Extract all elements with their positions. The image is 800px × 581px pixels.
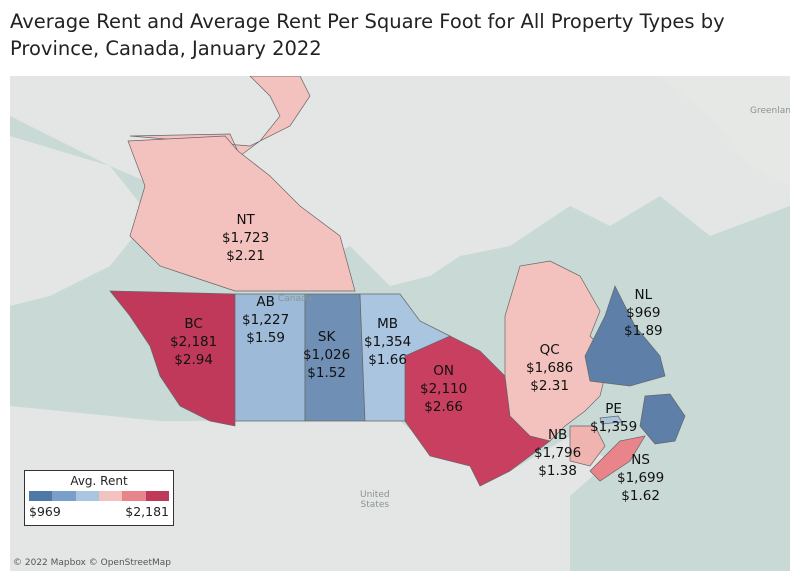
canada-label: Canada [278, 294, 313, 304]
color-legend: Avg. Rent $969 $2,181 [24, 470, 174, 526]
province-rent-psf: $1.89 [624, 323, 663, 339]
province-rent-psf: $2.31 [530, 378, 569, 394]
province-rent: $969 [626, 305, 661, 321]
map-area[interactable]: Canada Greenlan United States NT $1,723 … [10, 76, 790, 571]
province-code: NT [236, 212, 255, 228]
province-code: PE [605, 401, 622, 417]
legend-min-label: $969 [29, 504, 61, 519]
province-rent-psf: $1.62 [621, 488, 660, 504]
province-rent-psf: $2.21 [226, 248, 265, 264]
land-north-america [10, 76, 790, 286]
province-rent: $1,026 [303, 347, 351, 363]
united-states-label: United States [360, 490, 390, 510]
province-label-nt: NT $1,723 $2.21 [222, 211, 269, 265]
land-west [10, 136, 150, 306]
legend-swatch [75, 491, 99, 501]
map-attribution[interactable]: © 2022 Mapbox © OpenStreetMap [13, 558, 171, 568]
legend-swatch [98, 491, 123, 501]
province-nt [127, 135, 356, 292]
chart-title: Average Rent and Average Rent Per Square… [10, 10, 725, 60]
province-rent: $1,699 [617, 470, 665, 486]
legend-swatch [145, 491, 169, 501]
province-nl [584, 285, 686, 445]
province-rent-psf: $1.59 [246, 330, 285, 346]
province-label-bc: BC $2,181 $2.94 [170, 315, 217, 369]
legend-max-label: $2,181 [125, 504, 169, 519]
legend-swatch [122, 491, 146, 501]
province-rent-psf: $2.94 [174, 352, 213, 368]
province-label-ab: AB $1,227 $1.59 [242, 293, 289, 347]
province-code: NS [631, 452, 650, 468]
legend-swatch [52, 491, 76, 501]
province-code: SK [317, 329, 336, 345]
province-code: BC [184, 316, 203, 332]
province-rent: $1,359 [590, 419, 638, 435]
legend-swatch [29, 491, 53, 501]
province-label-qc: QC $1,686 $2.31 [526, 341, 573, 395]
province-nb [569, 425, 606, 467]
province-code: QC [539, 342, 560, 358]
province-rent-psf: $1.66 [368, 352, 407, 368]
province-rent-psf: $1.38 [538, 463, 577, 479]
land-greenland [660, 76, 790, 186]
province-rent: $1,686 [526, 360, 574, 376]
province-code: AB [256, 294, 275, 310]
province-label-nb: NB $1,796 $1.38 [534, 426, 581, 480]
province-rent-psf: $2.66 [424, 399, 463, 415]
province-label-ns: NS $1,699 $1.62 [617, 451, 664, 505]
province-code: ON [433, 363, 454, 379]
legend-labels: $969 $2,181 [29, 504, 169, 519]
legend-title: Avg. Rent [70, 474, 128, 488]
province-rent: $2,181 [170, 334, 218, 350]
province-rent: $1,796 [534, 445, 582, 461]
province-label-on: ON $2,110 $2.66 [420, 362, 467, 416]
land-us [10, 406, 610, 571]
province-rent: $1,227 [242, 312, 290, 328]
province-code: MB [377, 316, 399, 332]
province-map [10, 76, 790, 571]
province-label-sk: SK $1,026 $1.52 [303, 328, 350, 382]
province-ns [589, 435, 646, 482]
greenland-label: Greenlan [750, 106, 790, 116]
province-label-nl: NL $969 $1.89 [624, 286, 663, 340]
province-code: NL [634, 287, 653, 303]
province-pe [599, 415, 623, 425]
province-rent: $2,110 [420, 381, 468, 397]
province-label-pe: PE $1,359 [590, 400, 637, 436]
province-code: NB [547, 427, 568, 443]
province-rent: $1,354 [364, 334, 412, 350]
province-rent-psf: $1.52 [307, 365, 346, 381]
legend-color-ramp [29, 491, 169, 501]
province-qc [504, 260, 611, 442]
province-label-mb: MB $1,354 $1.66 [364, 315, 411, 369]
province-rent: $1,723 [222, 230, 270, 246]
